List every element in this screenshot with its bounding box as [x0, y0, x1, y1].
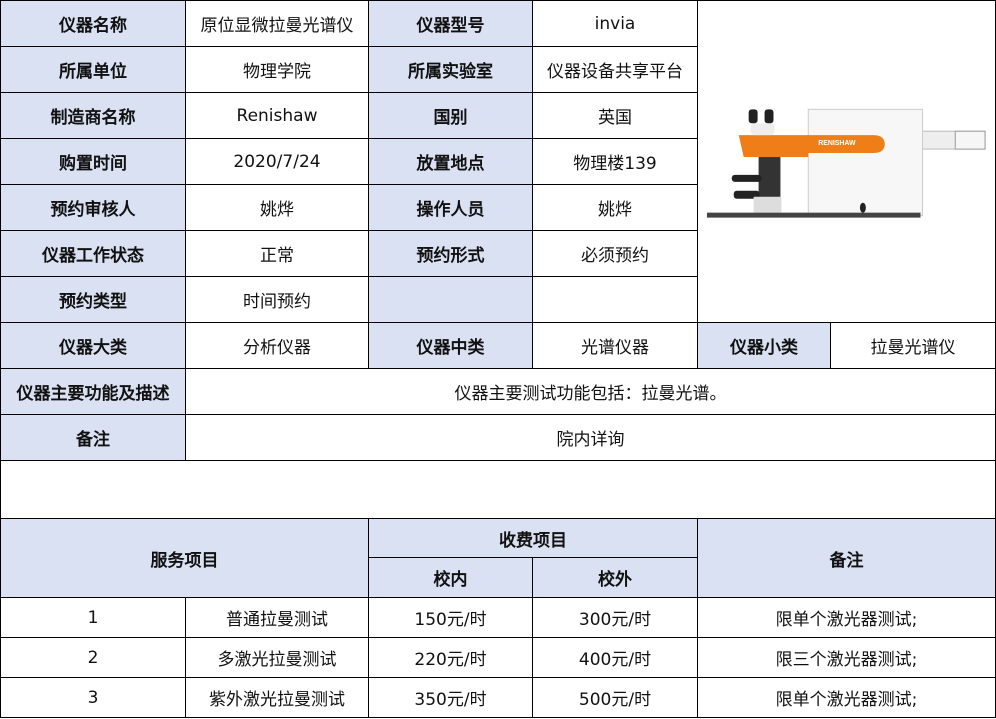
value-reviewer: 姚烨 — [185, 184, 369, 231]
label-unit: 所属单位 — [0, 46, 186, 93]
label-name: 仪器名称 — [0, 0, 186, 47]
header-external: 校外 — [532, 557, 698, 598]
value-location: 物理楼139 — [532, 138, 698, 185]
label-location: 放置地点 — [368, 138, 533, 185]
row-external: 300元/时 — [532, 597, 698, 638]
value-major-category: 分析仪器 — [185, 322, 369, 369]
label-lab: 所属实验室 — [368, 46, 533, 93]
label-note: 备注 — [0, 414, 186, 461]
label-country: 国别 — [368, 92, 533, 139]
row-note: 限单个激光器测试; — [697, 677, 996, 718]
value-date: 2020/7/24 — [185, 138, 369, 185]
label-date: 购置时间 — [0, 138, 186, 185]
value-booking-form: 必须预约 — [532, 230, 698, 277]
header-internal: 校内 — [368, 557, 533, 598]
value-maker: Renishaw — [185, 92, 369, 139]
value-model: invia — [532, 0, 698, 47]
row-internal: 150元/时 — [368, 597, 533, 638]
label-mid-category: 仪器中类 — [368, 322, 533, 369]
header-service: 服务项目 — [0, 518, 369, 598]
raman-spectrometer-image: RENISHAW — [706, 108, 986, 218]
row-external: 500元/时 — [532, 677, 698, 718]
value-unit: 物理学院 — [185, 46, 369, 93]
value-booking-type: 时间预约 — [185, 276, 369, 323]
label-minor-category: 仪器小类 — [697, 322, 831, 369]
spacer-row — [0, 460, 996, 519]
row-internal: 350元/时 — [368, 677, 533, 718]
label-reviewer: 预约审核人 — [0, 184, 186, 231]
value-operator: 姚烨 — [532, 184, 698, 231]
value-lab: 仪器设备共享平台 — [532, 46, 698, 93]
value-country: 英国 — [532, 92, 698, 139]
instrument-photo: RENISHAW — [697, 0, 996, 323]
renishaw-logo: RENISHAW — [818, 140, 856, 147]
label-booking-type: 预约类型 — [0, 276, 186, 323]
value-name: 原位显微拉曼光谱仪 — [185, 0, 369, 47]
label-model: 仪器型号 — [368, 0, 533, 47]
header-fee-note: 备注 — [697, 518, 996, 598]
value-description: 仪器主要测试功能包括：拉曼光谱。 — [185, 368, 996, 415]
label-booking-form: 预约形式 — [368, 230, 533, 277]
label-maker: 制造商名称 — [0, 92, 186, 139]
value-status: 正常 — [185, 230, 369, 277]
value-note: 院内详询 — [185, 414, 996, 461]
empty-value-cell — [532, 276, 698, 323]
row-item: 普通拉曼测试 — [185, 597, 369, 638]
row-internal: 220元/时 — [368, 637, 533, 678]
label-major-category: 仪器大类 — [0, 322, 186, 369]
row-no: 3 — [0, 677, 186, 718]
label-status: 仪器工作状态 — [0, 230, 186, 277]
header-fee: 收费项目 — [368, 518, 698, 558]
value-mid-category: 光谱仪器 — [532, 322, 698, 369]
label-description: 仪器主要功能及描述 — [0, 368, 186, 415]
row-note: 限单个激光器测试; — [697, 597, 996, 638]
empty-label-cell — [368, 276, 533, 323]
value-minor-category: 拉曼光谱仪 — [830, 322, 996, 369]
row-no: 1 — [0, 597, 186, 638]
row-item: 紫外激光拉曼测试 — [185, 677, 369, 718]
row-note: 限三个激光器测试; — [697, 637, 996, 678]
row-item: 多激光拉曼测试 — [185, 637, 369, 678]
row-no: 2 — [0, 637, 186, 678]
row-external: 400元/时 — [532, 637, 698, 678]
label-operator: 操作人员 — [368, 184, 533, 231]
